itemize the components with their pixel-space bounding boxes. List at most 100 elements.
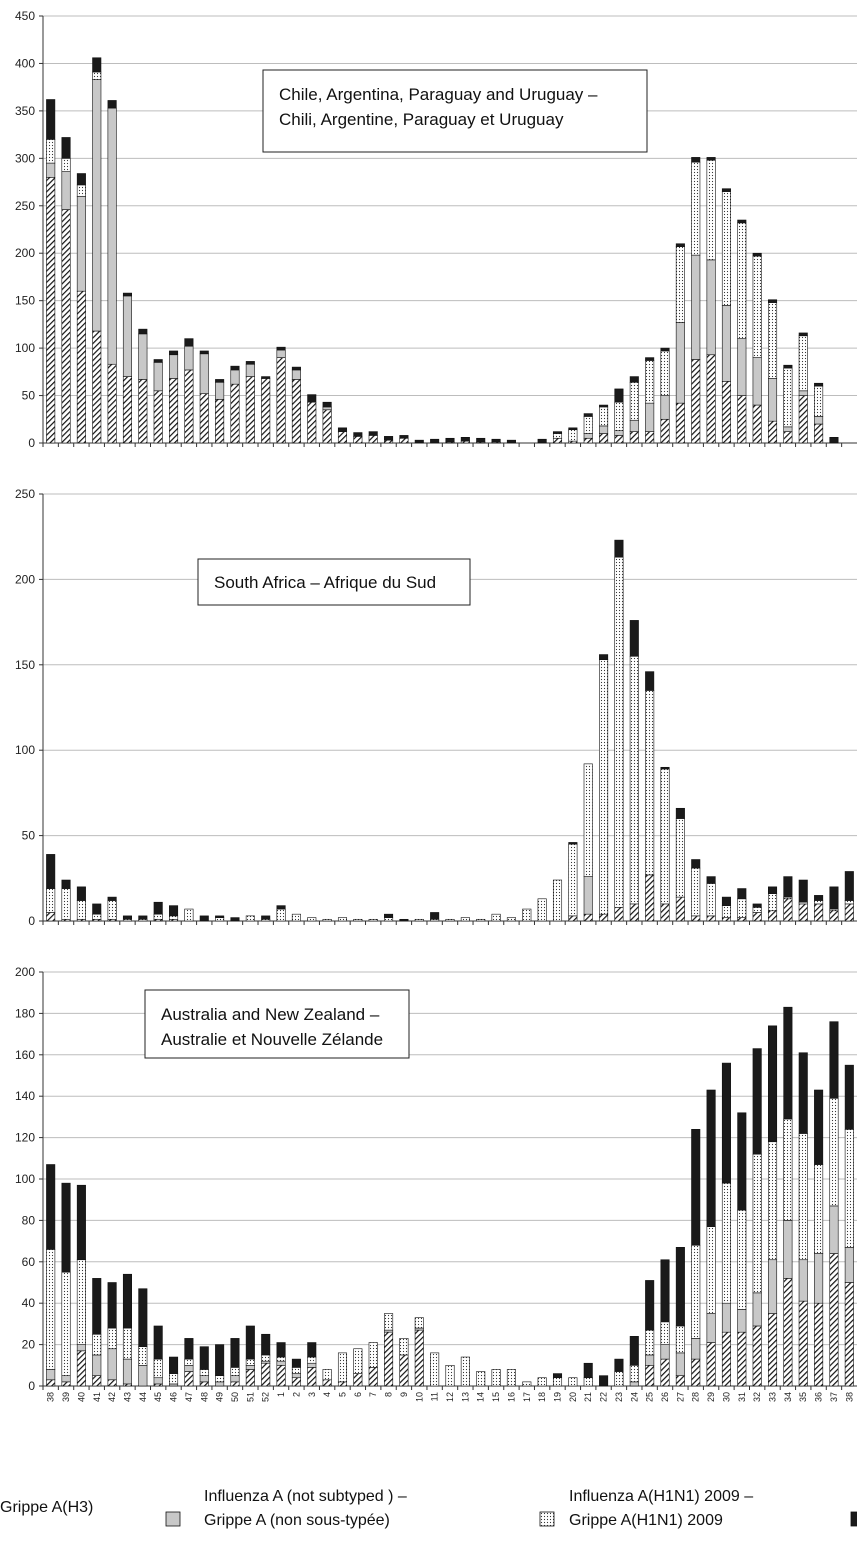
bar-h3	[414, 1329, 424, 1387]
x-tick-label: 37	[829, 1392, 839, 1402]
bar-nst	[798, 1259, 808, 1302]
bar-b	[599, 1375, 609, 1387]
bar-h3	[844, 903, 854, 922]
bar-pdm	[76, 900, 86, 920]
bar-nst	[583, 433, 593, 439]
bar-h3	[629, 431, 639, 444]
x-tick-label: 46	[169, 1392, 179, 1402]
bar-pdm	[583, 416, 593, 434]
x-tick-label: 34	[783, 1392, 793, 1402]
bar-h3	[783, 898, 793, 922]
bar-b	[814, 382, 824, 387]
bar-nst	[307, 1362, 317, 1368]
bar-b	[230, 365, 240, 371]
bar-b	[660, 1259, 670, 1323]
x-tick-label: 17	[522, 1392, 532, 1402]
bar-b	[814, 895, 824, 901]
bar-pdm	[445, 918, 455, 922]
bar-pdm	[537, 898, 547, 922]
y-tick-label: 100	[15, 1172, 35, 1186]
bar-pdm	[522, 1381, 532, 1387]
bar-pdm	[476, 1371, 486, 1387]
bar-h3	[199, 393, 209, 444]
y-tick-label: 140	[15, 1089, 35, 1103]
bar-h3	[184, 369, 194, 444]
bar-nst	[122, 295, 132, 377]
bar-nst	[276, 1360, 286, 1366]
bar-h3	[783, 431, 793, 444]
x-tick-label: 30	[721, 1392, 731, 1402]
bar-b	[61, 879, 71, 889]
bar-h3	[261, 378, 271, 444]
bar-pdm	[691, 1244, 701, 1339]
bar-b	[552, 431, 563, 434]
bar-b	[660, 766, 670, 770]
bar-pdm	[629, 381, 639, 421]
bar-pdm	[184, 908, 194, 922]
bar-b	[706, 1089, 716, 1227]
bar-b	[276, 1342, 286, 1358]
bar-h3	[614, 435, 624, 444]
bar-pdm	[460, 917, 470, 922]
bar-nst	[215, 381, 225, 400]
y-tick-label: 200	[15, 246, 35, 260]
bar-b	[169, 905, 179, 917]
bar-nst	[46, 1369, 56, 1381]
y-tick-label: 20	[22, 1338, 36, 1352]
bar-nst	[291, 369, 301, 380]
x-tick-label: 5	[337, 1392, 347, 1397]
bar-h3	[814, 903, 824, 922]
bar-b	[230, 917, 240, 922]
bar-pdm	[660, 350, 670, 396]
x-tick-label: 2	[291, 1392, 301, 1397]
bar-pdm	[599, 659, 609, 915]
bar-pdm	[245, 1358, 255, 1366]
bar-pdm	[737, 898, 747, 918]
bar-b	[169, 350, 179, 356]
x-tick-label: 35	[798, 1392, 808, 1402]
bar-b	[783, 364, 793, 369]
bar-pdm	[169, 1373, 179, 1385]
bar-h3	[307, 401, 317, 444]
x-tick-label: 19	[553, 1392, 563, 1402]
bar-pdm	[368, 1342, 378, 1368]
bar-b	[752, 903, 762, 908]
bar-pdm	[199, 1369, 209, 1376]
legend-label2-pdm: Grippe A(H1N1) 2009	[569, 1512, 723, 1529]
bar-b	[107, 896, 117, 901]
bar-h3	[399, 1354, 409, 1387]
bar-b	[691, 859, 701, 869]
bar-b	[276, 346, 286, 351]
bar-h3	[92, 1375, 102, 1387]
y-tick-label: 200	[15, 965, 35, 979]
x-tick-label: 41	[92, 1392, 102, 1402]
bar-h3	[76, 1350, 86, 1387]
bar-h3	[691, 359, 701, 444]
bar-h3	[568, 915, 578, 922]
bar-b	[506, 439, 516, 444]
x-tick-label: 44	[138, 1392, 148, 1402]
bar-b	[138, 915, 148, 920]
bar-nst	[261, 1360, 271, 1364]
bar-h3	[706, 1342, 716, 1387]
bar-h3	[829, 910, 839, 922]
y-tick-label: 0	[28, 436, 35, 450]
bar-nst	[629, 419, 639, 432]
y-tick-label: 250	[15, 487, 35, 501]
bar-pdm	[768, 893, 778, 912]
bar-nst	[798, 390, 808, 396]
bar-b	[752, 1048, 762, 1155]
bar-pdm	[61, 888, 71, 920]
bar-h3	[245, 376, 255, 444]
x-tick-label: 7	[368, 1392, 378, 1397]
x-tick-label: 11	[430, 1392, 440, 1401]
bar-pdm	[568, 1377, 578, 1387]
bar-pdm	[384, 1313, 394, 1331]
x-tick-label: 36	[814, 1392, 824, 1402]
x-tick-label: 12	[445, 1392, 455, 1402]
x-tick-label: 24	[629, 1392, 639, 1402]
x-tick-label: 43	[122, 1392, 132, 1402]
y-tick-label: 180	[15, 1006, 35, 1020]
bar-h3	[752, 404, 762, 444]
